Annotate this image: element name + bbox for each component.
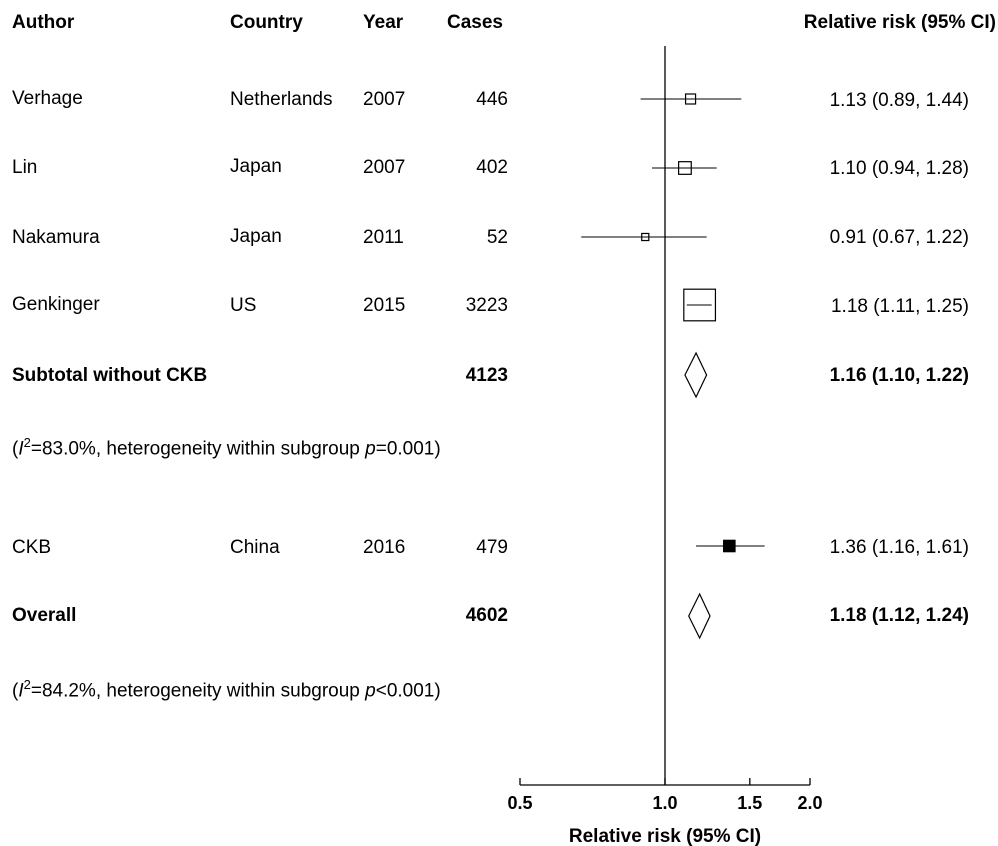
row-year-genkinger: 2015 <box>363 295 406 316</box>
het-open-paren: ( <box>12 680 19 702</box>
subtotal-heterogeneity: (I2=83.0%, heterogeneity within subgroup… <box>12 432 441 460</box>
study-box <box>684 93 697 105</box>
row-year-lin: 2007 <box>363 157 406 178</box>
row-author-verhage: Verhage <box>12 88 83 109</box>
row-cases-ckb: 479 <box>476 537 508 558</box>
row-rr-genkinger: 1.18 (1.11, 1.25) <box>830 296 969 317</box>
het-p-symbol: p <box>365 680 376 702</box>
overall-label: Overall <box>12 605 77 626</box>
header-year: Year <box>363 12 404 33</box>
subtotal-label: Subtotal without CKB <box>12 365 208 386</box>
x-tick-label: 0.5 <box>507 793 532 813</box>
het-i-symbol: I <box>18 680 24 702</box>
overall-cases: 4602 <box>465 605 508 626</box>
header-cases: Cases <box>447 12 503 33</box>
row-country-genkinger: US <box>230 295 257 316</box>
overall-heterogeneity: (I2=84.2%, heterogeneity within subgroup… <box>12 674 441 702</box>
row-cases-genkinger: 3223 <box>465 295 508 316</box>
het-p-symbol: p <box>365 438 376 460</box>
row-rr-verhage: 1.13 (0.89, 1.44) <box>829 90 969 111</box>
het-superscript: 2 <box>23 435 31 450</box>
subtotal-rr: 1.16 (1.10, 1.22) <box>829 365 969 386</box>
pooled-diamond <box>688 592 711 640</box>
row-country-nakamura: Japan <box>230 226 282 247</box>
study-box <box>723 539 736 553</box>
row-rr-nakamura: 0.91 (0.67, 1.22) <box>829 227 969 248</box>
row-year-verhage: 2007 <box>363 89 406 110</box>
study-box <box>683 288 717 322</box>
row-author-genkinger: Genkinger <box>12 294 100 315</box>
het-superscript: 2 <box>23 677 31 692</box>
header-country: Country <box>230 12 303 33</box>
row-rr-ckb: 1.36 (1.16, 1.61) <box>829 537 969 558</box>
header-relative-risk: Relative risk (95% CI) <box>803 12 996 33</box>
row-author-ckb: CKB <box>12 537 52 558</box>
row-country-lin: Japan <box>230 156 282 177</box>
study-box <box>678 161 692 175</box>
row-year-nakamura: 2011 <box>363 227 404 248</box>
row-cases-verhage: 446 <box>476 89 508 110</box>
row-rr-lin: 1.10 (0.94, 1.28) <box>829 158 969 179</box>
row-country-ckb: China <box>230 537 280 558</box>
row-cases-nakamura: 52 <box>486 227 508 248</box>
pooled-diamond <box>684 351 708 399</box>
subtotal-cases: 4123 <box>465 365 508 386</box>
study-box <box>641 232 650 242</box>
row-year-ckb: 2016 <box>363 537 406 558</box>
het-open-paren: ( <box>12 438 19 460</box>
het-text: =84.2%, heterogeneity within subgroup <box>30 680 366 702</box>
row-author-lin: Lin <box>12 157 38 178</box>
het-p-value: <0.001) <box>375 680 441 702</box>
x-tick-label: 1.0 <box>652 793 677 813</box>
het-text: =83.0%, heterogeneity within subgroup <box>30 438 366 460</box>
row-country-verhage: Netherlands <box>230 89 333 110</box>
row-cases-lin: 402 <box>476 157 508 178</box>
het-p-value: =0.001) <box>375 438 441 460</box>
header-author: Author <box>12 12 75 33</box>
x-tick-label: 1.5 <box>737 793 762 813</box>
x-tick-label: 2.0 <box>797 793 822 813</box>
x-axis-title: Relative risk (95% CI) <box>569 826 761 846</box>
overall-rr: 1.18 (1.12, 1.24) <box>829 605 969 626</box>
het-i-symbol: I <box>18 438 24 460</box>
row-author-nakamura: Nakamura <box>12 227 100 248</box>
